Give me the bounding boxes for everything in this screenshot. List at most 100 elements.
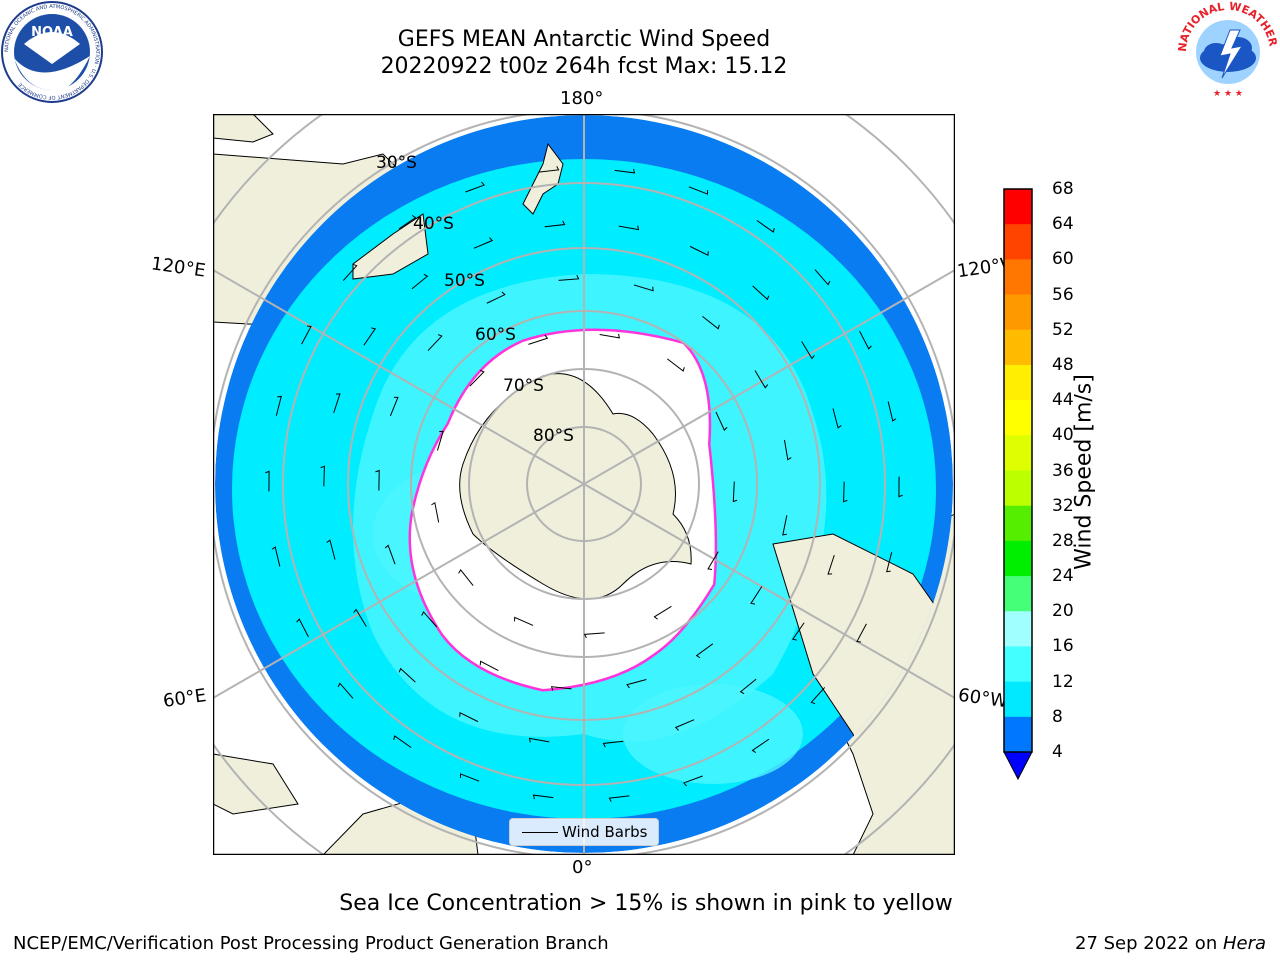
colorbar-segment [1004,611,1032,647]
wind-barbs [265,166,903,802]
wind-barb [296,618,309,638]
colorbar-segment [1004,716,1032,753]
wind-barb [608,795,630,802]
colorbar-tick-label: 28 [1052,530,1074,551]
wind-barb [265,470,270,492]
wind-barb [398,667,416,683]
wind-barb [750,586,763,605]
svg-text:★ ★ ★: ★ ★ ★ [1213,89,1243,99]
wind-barb [465,181,486,193]
wind-barb [754,370,769,389]
colorbar-tick-label: 60 [1052,249,1074,270]
wind-barb [633,284,654,292]
sea-ice-caption: Sea Ice Concentration > 15% is shown in … [339,891,953,916]
wind-barb [469,369,485,387]
colorbar-segment [1004,364,1032,401]
wind-barb [599,333,620,339]
antarctica [459,373,692,600]
wind-barb [363,327,377,346]
wind-barb [752,285,770,301]
footer-left: NCEP/EMC/Verification Post Processing Pr… [13,933,609,954]
wind-barb [421,611,438,628]
wind-barb [458,569,474,586]
wind-barb [751,738,770,754]
wind-barb [715,411,728,431]
colorbar-extend-arrow [1003,751,1033,781]
colorbar-segment [1004,435,1032,471]
colorbar-tick-label: 56 [1052,284,1074,305]
chart-title: GEFS MEAN Antarctic Wind Speed [397,27,771,52]
colorbar-segment [1004,400,1032,436]
colorbar-segment [1004,505,1032,542]
wind-barb [682,775,703,787]
wind-barb [827,554,835,575]
wind-barb [301,325,312,345]
colorbar-tick-label: 52 [1052,319,1074,340]
wind-barb [514,616,534,626]
wind-barb [398,214,417,230]
wind-barb [688,186,708,195]
wind-barb [814,269,831,286]
lat-label-50s: 50°S [444,271,485,291]
wind-barb [375,469,380,491]
colorbar-segment [1004,470,1032,507]
wind-barb [614,168,636,174]
land-mass [213,114,274,143]
colorbar-segment [1004,259,1032,296]
colorbar-tick-label: 36 [1052,460,1074,481]
colorbar-tick-label: 12 [1052,671,1074,692]
colorbar-tick-label: 8 [1052,706,1063,727]
nws-logo: NATIONAL WEATHER SERVICE ★ ★ ★ [1176,0,1280,101]
wind-barb [859,330,872,350]
wind-barb [384,544,396,565]
colorbar-tick-label: 68 [1052,179,1074,199]
land-mass [213,753,299,815]
wind-barb [832,408,842,429]
lat-label-60s: 60°S [475,325,516,345]
colorbar-tick-label: 44 [1052,390,1074,411]
wind-barb [550,686,572,691]
colorbar-segment [1004,329,1032,366]
colorbar-tick-label: 48 [1052,354,1074,375]
wind-barb [337,682,354,699]
footer-date: 27 Sep 2022 on [1075,933,1223,954]
wind-barb [436,430,444,451]
colorbar-tick-label: 20 [1052,601,1074,622]
colorbar-segment [1004,224,1032,260]
wind-barb [583,632,605,639]
wind-barb [843,481,848,503]
new-zealand [522,142,564,215]
colorbar-segment [1004,646,1032,683]
chart-subtitle: 20220922 t00z 264h fcst Max: 15.12 [380,54,788,79]
wind-barb [674,719,695,731]
wind-barb [473,237,494,249]
colorbar-segment [1004,189,1032,225]
footer-right: 27 Sep 2022 on Hera [1075,933,1266,954]
lat-label-30s: 30°S [376,153,417,173]
wind-barb [459,712,479,723]
colorbar-tick-label: 4 [1052,742,1063,762]
wind-barb [271,546,281,567]
wind-barb [602,740,624,748]
wind-barb [783,439,792,461]
wind-barb [618,225,640,231]
wind-barb [756,220,775,233]
lat-label-70s: 70°S [503,376,544,396]
wind-barb [558,275,580,281]
colorbar-segment [1004,294,1032,331]
wind-barb [782,515,788,536]
wind-barb [532,794,554,800]
colorbar-tick-label: 24 [1052,566,1074,587]
wind-barb [544,220,566,228]
wind-barb [732,481,738,503]
map-frame [213,114,955,855]
wind-barb [460,773,480,782]
graticule [213,114,955,855]
colorbar-tick-label: 32 [1052,495,1074,516]
lon-label-0: 0° [572,857,593,878]
lon-label-180: 180° [560,88,604,109]
wind-barb [326,539,336,560]
colorbar-label: Wind Speed [m/s] [1071,374,1097,570]
colorbar-frame [1003,188,1033,753]
wind-barb [427,334,443,351]
